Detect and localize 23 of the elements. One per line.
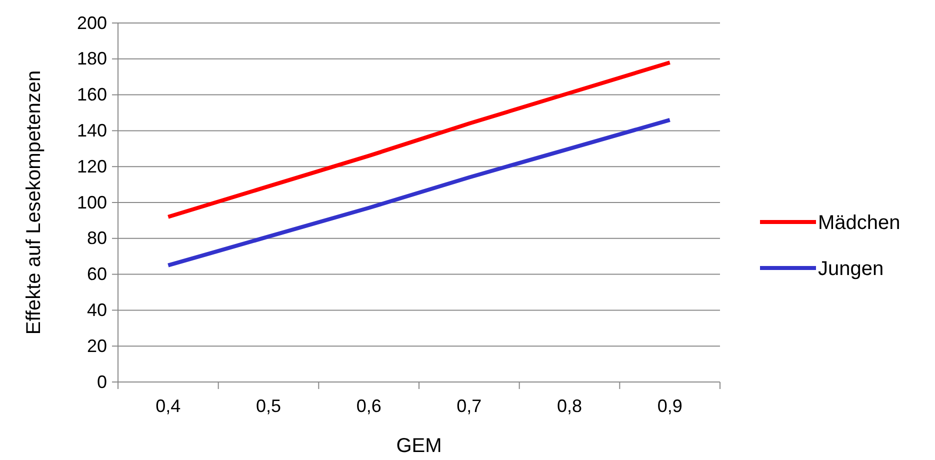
y-tick-label: 180	[76, 48, 107, 69]
line-series	[166, 60, 672, 219]
y-tick-label: 60	[86, 264, 107, 284]
x-tick-label: 0,5	[256, 396, 282, 416]
y-tick-label: 120	[76, 156, 107, 176]
y-tick-label: 200	[76, 12, 107, 33]
y-tick-label: 20	[86, 336, 107, 356]
y-tick-label: 40	[86, 300, 107, 320]
y-tick-label: 140	[76, 120, 107, 140]
y-tick-label: 80	[86, 228, 107, 248]
x-tick-label: 0,6	[356, 396, 382, 416]
y-tick-label: 0	[96, 372, 107, 392]
line-series	[166, 118, 672, 268]
legend-label: Jungen	[818, 258, 884, 280]
y-axis-title: Effekte auf Lesekompetenzen	[23, 70, 45, 335]
x-tick-label: 0,9	[657, 396, 682, 416]
x-tick-label: 0,7	[456, 396, 482, 416]
x-axis-title: GEM	[396, 435, 442, 457]
y-tick-label: 160	[76, 84, 107, 105]
legend-label: Mädchen	[818, 212, 900, 234]
y-tick-label: 100	[76, 192, 107, 212]
x-tick-label: 0,4	[156, 396, 181, 416]
x-tick-label: 0,8	[556, 396, 582, 416]
